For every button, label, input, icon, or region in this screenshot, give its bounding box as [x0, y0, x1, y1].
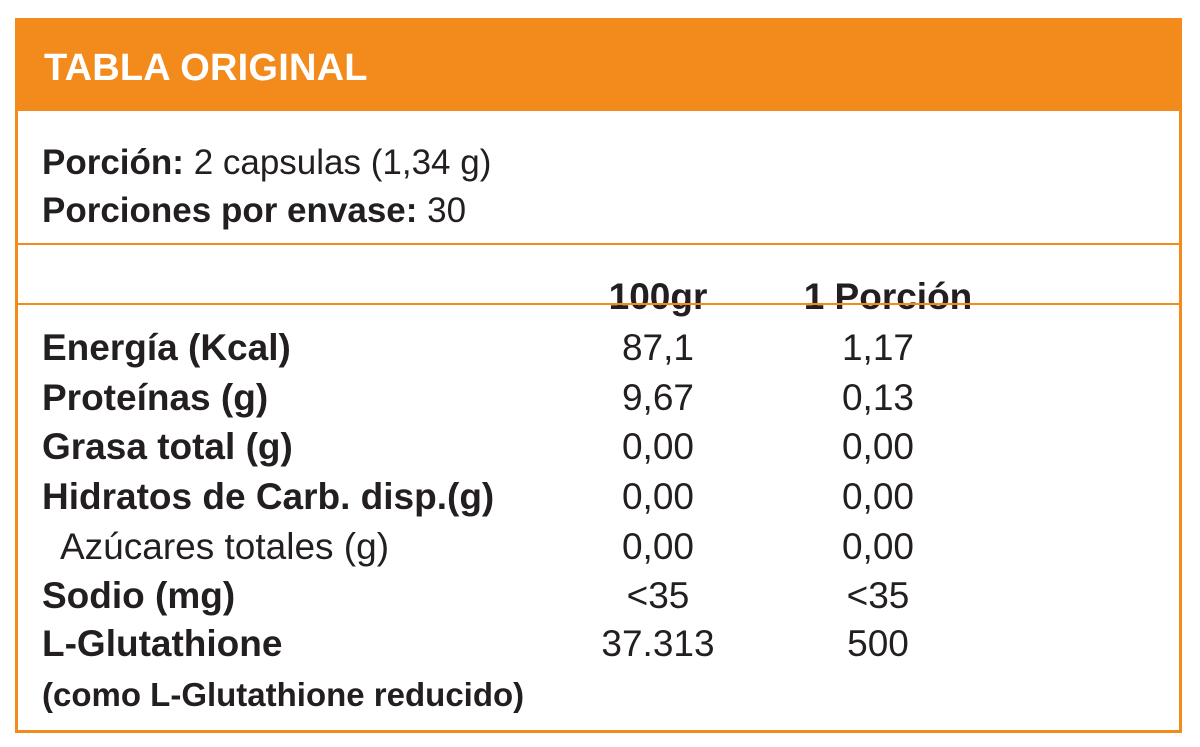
- row-value-100gr: 9,67: [621, 377, 694, 418]
- column-header-100gr: 100gr: [608, 276, 708, 317]
- row-value-100gr: 0,00: [621, 526, 694, 567]
- table-row: Sodio (mg) <35 <35: [18, 575, 1179, 625]
- row-value-portion: 0,00: [841, 526, 914, 567]
- row-value-100gr: 0,00: [621, 476, 694, 517]
- row-label: Azúcares totales (g): [60, 526, 390, 567]
- table-row: L-Glutathione 37.313 500: [18, 623, 1179, 673]
- divider-columns: [18, 303, 1179, 305]
- ingredient-note: (como L-Glutathione reducido): [42, 676, 525, 713]
- row-value-100gr: 87,1: [621, 327, 694, 368]
- row-value-portion: 0,00: [841, 426, 914, 467]
- table-row: Azúcares totales (g) 0,00 0,00: [18, 526, 1179, 576]
- divider-serving: [18, 243, 1179, 245]
- row-label: Proteínas (g): [42, 377, 269, 418]
- row-value-portion: 0,00: [841, 476, 914, 517]
- row-value-portion: 0,13: [841, 377, 914, 418]
- column-header-portion: 1 Porción: [803, 276, 973, 317]
- row-label: L-Glutathione: [42, 623, 283, 664]
- serving-size-value: 2 capsulas (1,34 g): [193, 143, 492, 182]
- table-title: TABLA ORIGINAL: [44, 47, 368, 89]
- serving-size: Porción: 2 capsulas (1,34 g): [42, 139, 491, 187]
- nutrition-table: TABLA ORIGINAL Porción: 2 capsulas (1,34…: [15, 18, 1182, 733]
- table-row: Proteínas (g) 9,67 0,13: [18, 377, 1179, 427]
- table-row: Grasa total (g) 0,00 0,00: [18, 426, 1179, 476]
- servings-per-container-value: 30: [427, 191, 467, 230]
- row-label: Sodio (mg): [42, 575, 236, 616]
- row-label: Energía (Kcal): [42, 327, 291, 368]
- table-row: Hidratos de Carb. disp.(g) 0,00 0,00: [18, 476, 1179, 526]
- table-row: Energía (Kcal) 87,1 1,17: [18, 327, 1179, 377]
- serving-size-label: Porción:: [42, 143, 184, 182]
- table-header: TABLA ORIGINAL: [18, 21, 1179, 111]
- servings-per-container-label: Porciones por envase:: [42, 191, 418, 230]
- servings-per-container: Porciones por envase: 30: [42, 187, 491, 235]
- row-value-100gr: <35: [626, 575, 690, 616]
- row-value-100gr: 37.313: [601, 623, 715, 664]
- row-label: Hidratos de Carb. disp.(g): [42, 476, 495, 517]
- serving-info: Porción: 2 capsulas (1,34 g) Porciones p…: [42, 139, 491, 235]
- row-value-portion: 500: [847, 623, 909, 664]
- row-value-portion: <35: [846, 575, 910, 616]
- row-value-100gr: 0,00: [621, 426, 694, 467]
- row-label: Grasa total (g): [42, 426, 293, 467]
- row-value-portion: 1,17: [841, 327, 914, 368]
